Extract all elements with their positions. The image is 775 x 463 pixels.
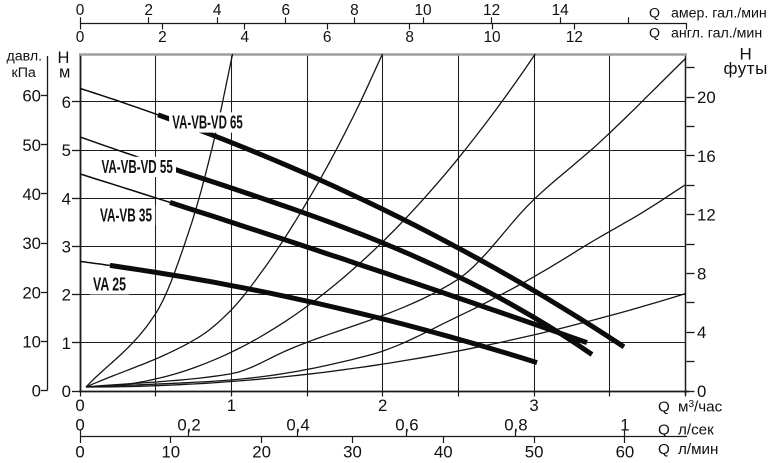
svg-text:H: H: [58, 49, 70, 67]
svg-text:8: 8: [697, 264, 706, 283]
svg-text:10: 10: [22, 332, 41, 351]
svg-text:л/сек: л/сек: [678, 422, 714, 439]
svg-text:1: 1: [62, 334, 71, 353]
svg-text:0,6: 0,6: [395, 416, 418, 435]
svg-text:0,8: 0,8: [504, 416, 527, 435]
svg-text:0,4: 0,4: [286, 416, 309, 435]
svg-text:VA-VB-VD 55: VA-VB-VD 55: [102, 156, 173, 177]
svg-text:8: 8: [350, 2, 359, 19]
svg-text:4: 4: [213, 2, 222, 19]
svg-text:10: 10: [483, 29, 500, 46]
svg-text:4: 4: [241, 29, 250, 46]
svg-text:Q: Q: [658, 399, 670, 416]
svg-text:10: 10: [161, 442, 180, 461]
svg-text:8: 8: [405, 29, 414, 46]
svg-text:2: 2: [378, 396, 387, 415]
svg-text:40: 40: [22, 185, 41, 204]
svg-text:2: 2: [144, 2, 153, 19]
svg-text:50: 50: [22, 136, 41, 155]
svg-text:2: 2: [158, 29, 167, 46]
svg-text:60: 60: [616, 442, 635, 461]
svg-text:40: 40: [434, 442, 453, 461]
svg-text:1: 1: [227, 396, 236, 415]
svg-text:м3/час: м3/час: [678, 399, 723, 416]
svg-text:4: 4: [62, 189, 71, 208]
svg-text:0: 0: [76, 2, 85, 19]
svg-text:англ. гал./мин: англ. гал./мин: [671, 26, 762, 42]
svg-text:л/мин: л/мин: [678, 441, 718, 458]
svg-text:6: 6: [62, 93, 71, 112]
svg-text:м: м: [59, 64, 70, 82]
svg-text:Q: Q: [658, 441, 670, 458]
svg-text:0: 0: [697, 382, 706, 401]
svg-text:VA-VB 35: VA-VB 35: [100, 204, 152, 225]
svg-text:0: 0: [32, 382, 41, 401]
svg-text:16: 16: [697, 147, 716, 166]
svg-text:12: 12: [566, 29, 583, 46]
svg-text:2: 2: [62, 286, 71, 305]
svg-text:Q: Q: [649, 26, 660, 42]
svg-text:20: 20: [252, 442, 271, 461]
svg-text:10: 10: [414, 2, 431, 19]
svg-text:20: 20: [22, 283, 41, 302]
svg-text:VA-VB-VD 65: VA-VB-VD 65: [172, 112, 243, 133]
svg-text:60: 60: [22, 87, 41, 106]
svg-text:1: 1: [620, 416, 629, 435]
svg-text:50: 50: [525, 442, 544, 461]
svg-text:0: 0: [75, 416, 84, 435]
svg-text:амер. гал./мин: амер. гал./мин: [671, 5, 767, 21]
svg-text:Q: Q: [658, 422, 670, 439]
svg-text:30: 30: [343, 442, 362, 461]
svg-text:0: 0: [76, 29, 85, 46]
svg-text:VA 25: VA 25: [93, 273, 126, 294]
svg-text:кПа: кПа: [12, 65, 36, 81]
svg-text:0,2: 0,2: [177, 416, 200, 435]
svg-text:4: 4: [697, 323, 706, 342]
svg-text:давл.: давл.: [7, 49, 43, 65]
svg-text:30: 30: [22, 234, 41, 253]
svg-text:3: 3: [62, 238, 71, 257]
svg-text:футы: футы: [724, 59, 768, 78]
svg-text:6: 6: [323, 29, 332, 46]
svg-text:3: 3: [529, 396, 538, 415]
svg-text:20: 20: [697, 88, 716, 107]
svg-text:H: H: [740, 44, 752, 63]
svg-text:12: 12: [483, 2, 500, 19]
svg-text:0: 0: [75, 442, 84, 461]
svg-text:Q: Q: [649, 5, 660, 21]
svg-text:12: 12: [697, 206, 716, 225]
svg-text:0: 0: [75, 396, 84, 415]
svg-text:5: 5: [62, 141, 71, 160]
svg-text:0: 0: [62, 382, 71, 401]
svg-text:14: 14: [552, 2, 570, 19]
svg-text:6: 6: [282, 2, 291, 19]
